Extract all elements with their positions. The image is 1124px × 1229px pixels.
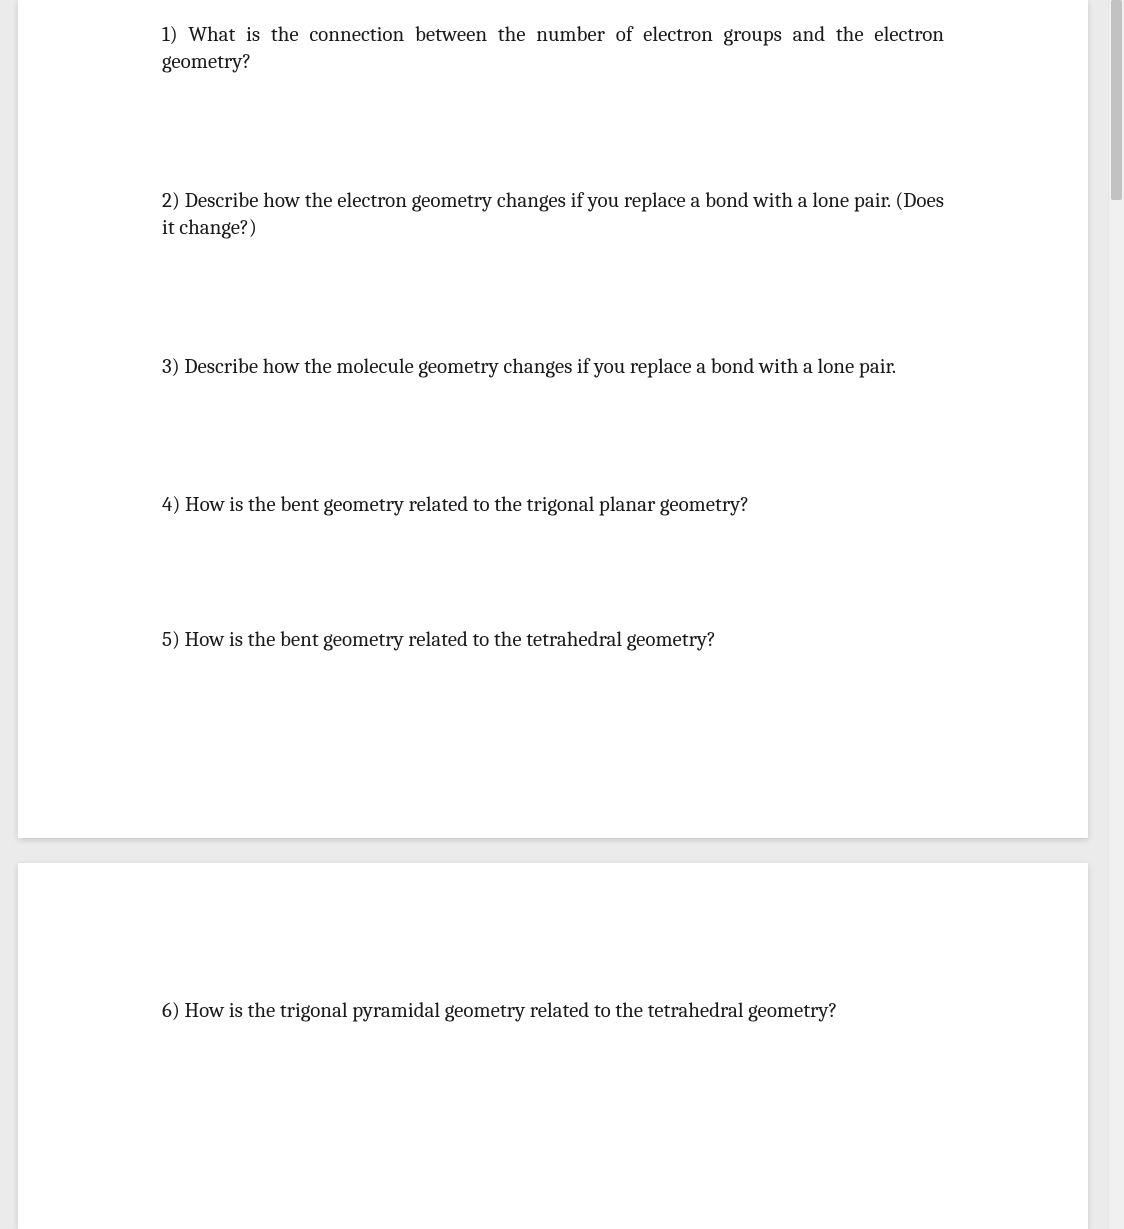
vertical-scrollbar-track[interactable] — [1108, 0, 1124, 1229]
question-2: 2) Describe how the electron geometry ch… — [162, 188, 944, 242]
question-4: 4) How is the bent geometry related to t… — [162, 492, 944, 519]
question-1: 1) What is the connection between the nu… — [162, 22, 944, 76]
page-2-content: 6) How is the trigonal pyramidal geometr… — [18, 863, 1088, 1025]
answer-space-2 — [162, 242, 944, 354]
question-3: 3) Describe how the molecule geometry ch… — [162, 354, 944, 381]
answer-space-4 — [162, 519, 944, 627]
vertical-scrollbar-thumb[interactable] — [1111, 0, 1122, 200]
page-1: 1) What is the connection between the nu… — [18, 0, 1088, 838]
answer-space-3 — [162, 380, 944, 492]
question-5: 5) How is the bent geometry related to t… — [162, 627, 944, 654]
answer-space-1 — [162, 76, 944, 188]
document-viewport: 1) What is the connection between the nu… — [0, 0, 1124, 1229]
page-1-content: 1) What is the connection between the nu… — [18, 0, 1088, 654]
page-2: 6) How is the trigonal pyramidal geometr… — [18, 863, 1088, 1229]
question-6: 6) How is the trigonal pyramidal geometr… — [162, 998, 944, 1025]
